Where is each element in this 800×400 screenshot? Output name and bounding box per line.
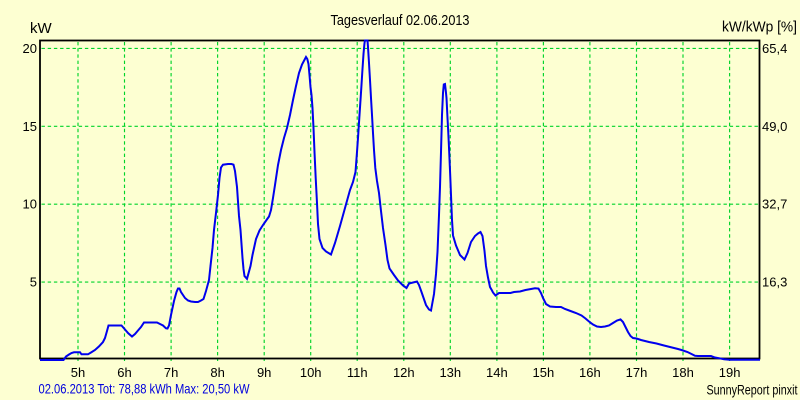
- svg-text:5: 5: [30, 275, 37, 290]
- svg-text:65,4: 65,4: [762, 41, 787, 56]
- svg-text:32,7: 32,7: [762, 197, 787, 212]
- svg-text:16,3: 16,3: [762, 275, 787, 290]
- svg-text:Tagesverlauf 02.06.2013: Tagesverlauf 02.06.2013: [331, 12, 470, 29]
- svg-text:15h: 15h: [533, 365, 555, 380]
- svg-text:49,0: 49,0: [762, 119, 787, 134]
- svg-text:8h: 8h: [210, 365, 224, 380]
- svg-text:10h: 10h: [300, 365, 322, 380]
- svg-text:10: 10: [23, 197, 37, 212]
- svg-text:5h: 5h: [71, 365, 85, 380]
- svg-text:13h: 13h: [439, 365, 461, 380]
- svg-text:17h: 17h: [626, 365, 648, 380]
- svg-text:16h: 16h: [579, 365, 601, 380]
- svg-text:kW: kW: [30, 20, 53, 37]
- svg-text:14h: 14h: [486, 365, 508, 380]
- svg-text:kW/kWp [%]: kW/kWp [%]: [722, 19, 797, 36]
- svg-text:6h: 6h: [117, 365, 131, 380]
- svg-text:9h: 9h: [257, 365, 271, 380]
- svg-text:19h: 19h: [719, 365, 741, 380]
- svg-text:18h: 18h: [672, 365, 694, 380]
- svg-text:20: 20: [23, 41, 37, 56]
- svg-text:12h: 12h: [393, 365, 415, 380]
- svg-text:15: 15: [23, 119, 37, 134]
- svg-text:02.06.2013 Tot: 78,88 kWh Max:: 02.06.2013 Tot: 78,88 kWh Max: 20,50 kW: [39, 381, 251, 397]
- svg-text:SunnyReport pinxit: SunnyReport pinxit: [707, 383, 798, 398]
- svg-text:7h: 7h: [164, 365, 178, 380]
- svg-text:11h: 11h: [347, 365, 368, 380]
